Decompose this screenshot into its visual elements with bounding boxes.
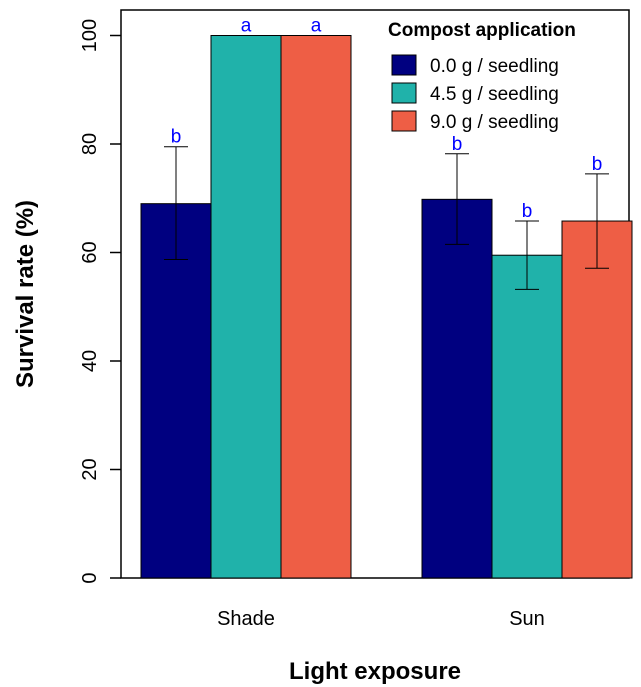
legend-label: 4.5 g / seedling [430, 84, 559, 105]
y-tick-label: 20 [79, 458, 101, 480]
significance-labels: b a a b b b [171, 16, 603, 223]
significance-label: b [592, 154, 603, 175]
bar [210, 35, 282, 579]
significance-label: b [522, 201, 533, 222]
x-tick-label: Sun [509, 608, 545, 630]
y-axis: 0 20 40 60 80 100 [79, 19, 121, 584]
y-tick-label: 100 [79, 19, 101, 52]
legend-swatch [391, 82, 417, 104]
y-axis-title: Survival rate (%) [12, 200, 39, 388]
legend-title: Compost application [388, 20, 576, 41]
significance-label: b [452, 134, 463, 155]
significance-label: b [171, 127, 182, 148]
legend-label: 0.0 g / seedling [430, 56, 559, 77]
legend: Compost application 0.0 g / seedling 4.5 … [388, 20, 576, 133]
bar [421, 198, 493, 579]
y-tick-label: 0 [79, 572, 101, 583]
bar [561, 220, 633, 579]
y-tick-label: 60 [79, 241, 101, 263]
y-tick-label: 80 [79, 133, 101, 155]
significance-label: a [241, 16, 252, 37]
x-axis: Shade Sun [217, 608, 545, 630]
significance-label: a [311, 16, 322, 37]
legend-swatch [391, 54, 417, 76]
bars [140, 35, 633, 579]
x-tick-label: Shade [217, 608, 275, 630]
bar [491, 254, 563, 579]
bar [280, 35, 352, 579]
error-bars [164, 146, 609, 290]
legend-swatch [391, 110, 417, 132]
legend-label: 9.0 g / seedling [430, 112, 559, 133]
y-tick-label: 40 [79, 350, 101, 372]
x-axis-title: Light exposure [289, 658, 461, 685]
